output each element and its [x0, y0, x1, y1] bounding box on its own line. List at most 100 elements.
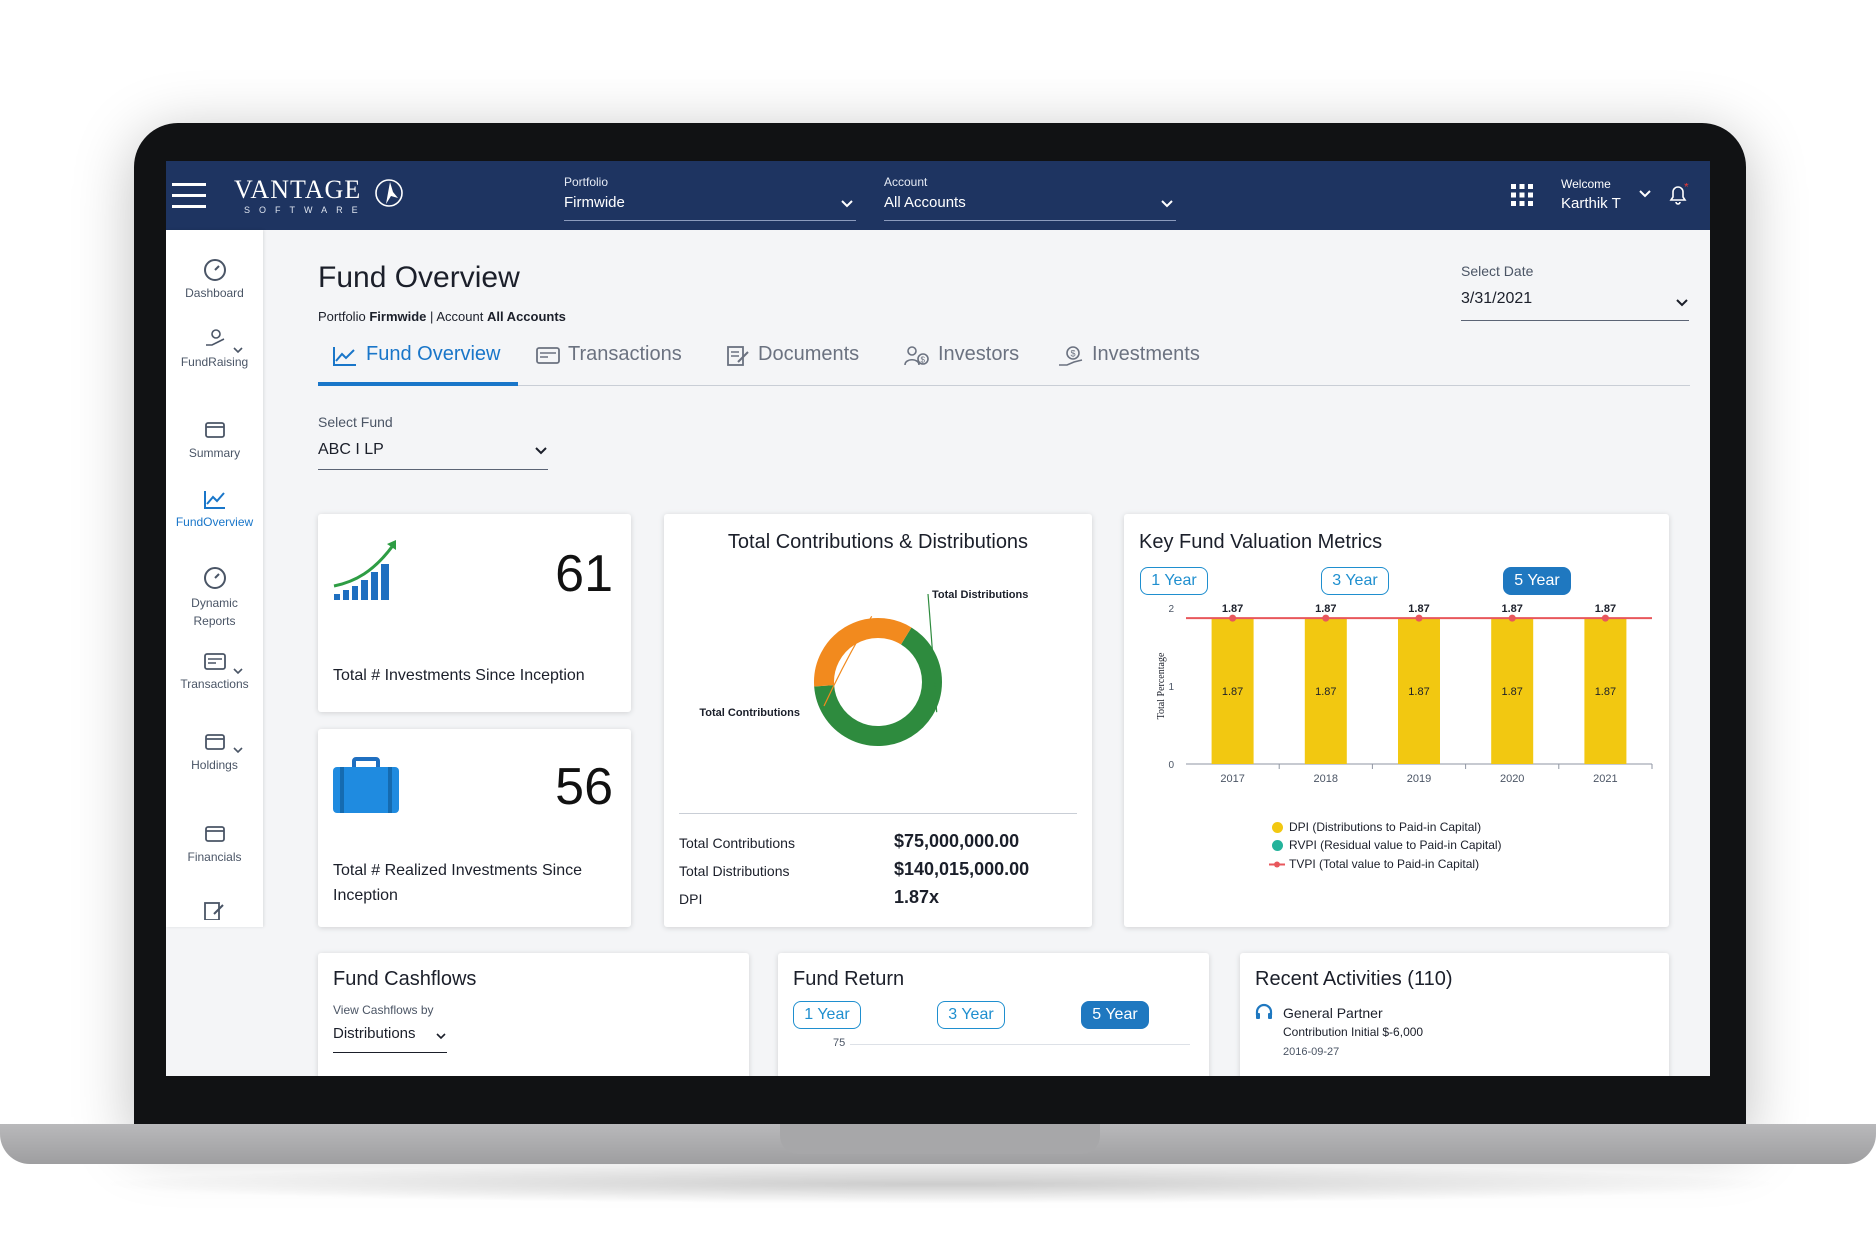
- sidebar-item-fundraising[interactable]: FundRaising: [166, 327, 263, 369]
- legend-label: RVPI (Residual value to Paid-in Capital): [1289, 838, 1502, 852]
- summary-value: $75,000,000.00: [894, 831, 1020, 851]
- bar-dpi[interactable]: [1211, 618, 1254, 764]
- sidebar-item-financials[interactable]: Financials: [166, 822, 263, 864]
- sidebar-item-dynamic-reports[interactable]: Dynamic Reports: [166, 566, 263, 630]
- chevron-down-icon[interactable]: [232, 665, 244, 677]
- tab-investors[interactable]: $ Investors: [904, 343, 1019, 386]
- chevron-down-icon: [436, 1033, 446, 1040]
- trend-chart-icon: [333, 347, 356, 366]
- summary-label: DPI: [679, 891, 703, 907]
- bar-value-label: 1.87: [1595, 686, 1616, 698]
- select-fund-value: ABC I LP: [318, 441, 384, 458]
- apps-grid-icon[interactable]: [1510, 183, 1534, 207]
- headset-icon: [1255, 1003, 1273, 1019]
- tvpi-point[interactable]: [1322, 614, 1330, 622]
- logo-subtitle: SOFTWARE: [244, 205, 367, 215]
- fund-cashflows-card: Fund Cashflows View Cashflows by Distrib…: [318, 953, 749, 1076]
- activity-date: 2016-09-27: [1283, 1046, 1340, 1058]
- donut-label: Total Distributions: [932, 589, 1028, 601]
- bar-dpi[interactable]: [1491, 618, 1534, 764]
- chevron-down-icon: [1676, 299, 1688, 307]
- chevron-down-icon[interactable]: [232, 744, 244, 756]
- contributions-donut-chart[interactable]: Total Distributions Total Contributions: [664, 574, 1092, 774]
- chevron-down-icon[interactable]: [1638, 187, 1652, 201]
- svg-text:$: $: [921, 356, 926, 365]
- legend-swatch: [1269, 861, 1285, 868]
- select-date-dropdown[interactable]: Select Date 3/31/2021: [1461, 263, 1689, 321]
- account-select[interactable]: Account All Accounts: [884, 175, 1176, 221]
- notification-bell-icon[interactable]: *: [1666, 183, 1690, 207]
- bar-dpi[interactable]: [1304, 618, 1347, 764]
- sidebar-item-summary[interactable]: Summary: [166, 418, 263, 460]
- x-tick-label: 2020: [1500, 773, 1524, 785]
- tab-investments[interactable]: $ Investments: [1058, 343, 1200, 386]
- period-3-year-button[interactable]: 3 Year: [937, 1001, 1005, 1029]
- tab-documents[interactable]: Documents: [726, 343, 859, 386]
- donut-slice[interactable]: [814, 618, 912, 687]
- kpi-card-realized: 56 Total # Realized Investments Since In…: [318, 729, 631, 927]
- sidebar-item-label: Financials: [187, 850, 242, 864]
- card-title: Recent Activities (110): [1255, 968, 1453, 990]
- period-3-year-button[interactable]: 3 Year: [1321, 567, 1389, 595]
- period-1-year-button[interactable]: 1 Year: [1140, 567, 1208, 595]
- page-title: Fund Overview: [318, 261, 520, 294]
- activity-title: General Partner: [1283, 1005, 1383, 1021]
- kpi-value: 61: [555, 545, 613, 603]
- gauge-icon: [203, 259, 226, 281]
- tvpi-value-label: 1.87: [1595, 603, 1616, 615]
- portfolio-value: Firmwide: [564, 194, 625, 211]
- sidebar-item-label: Dynamic: [191, 596, 238, 610]
- chevron-down-icon: [841, 200, 853, 208]
- app-screen: VANTAGE SOFTWARE Portfolio Firmwide Acco…: [166, 161, 1710, 1076]
- sidebar-item-dashboard[interactable]: Dashboard: [166, 258, 263, 300]
- section-tabs: Fund Overview Transactions Documents $ I…: [318, 343, 1690, 386]
- card-title: Fund Cashflows: [333, 968, 477, 990]
- trend-chart-icon: [203, 491, 225, 509]
- period-5-year-button[interactable]: 5 Year: [1081, 1001, 1149, 1029]
- chevron-down-icon[interactable]: [232, 344, 244, 356]
- sidebar-item-fundoverview[interactable]: FundOverview: [166, 487, 263, 529]
- x-tick-label: 2019: [1407, 773, 1431, 785]
- activity-item[interactable]: General Partner Contribution Initial $-6…: [1255, 1003, 1655, 1063]
- window-stack-icon: [204, 734, 225, 750]
- tvpi-point[interactable]: [1508, 614, 1516, 622]
- crumb-account-label: Account: [436, 309, 484, 324]
- edit-document-icon[interactable]: [202, 900, 226, 920]
- portfolio-label: Portfolio: [564, 175, 609, 189]
- period-1-year-button[interactable]: 1 Year: [793, 1001, 861, 1029]
- tvpi-point[interactable]: [1601, 614, 1609, 622]
- tab-transactions[interactable]: Transactions: [536, 343, 682, 386]
- card-icon: [536, 347, 560, 364]
- view-cashflows-select[interactable]: Distributions: [333, 1025, 447, 1053]
- window-stack-icon: [204, 826, 225, 842]
- summary-row: Total Distributions $140,015,000.00: [679, 859, 1079, 883]
- valuation-bar-chart[interactable]: 0 1 2 Total Percentage 1.87 2017 1.87 2018 1.87 2…: [1124, 600, 1669, 800]
- card-title: Fund Return: [793, 968, 905, 990]
- portfolio-select[interactable]: Portfolio Firmwide: [564, 175, 856, 221]
- sidebar-item-transactions[interactable]: Transactions: [166, 651, 263, 691]
- account-value: All Accounts: [884, 194, 966, 211]
- tvpi-point[interactable]: [1415, 614, 1423, 622]
- tab-label: Investments: [1092, 343, 1200, 365]
- sidebar-item-holdings[interactable]: Holdings: [166, 730, 263, 772]
- donut-slice[interactable]: [814, 627, 942, 746]
- tab-fund-overview[interactable]: Fund Overview: [318, 343, 518, 386]
- logo-wordmark: VANTAGE: [234, 175, 362, 204]
- summary-row: Total Contributions $75,000,000.00: [679, 831, 1079, 855]
- x-tick-label: 2018: [1314, 773, 1338, 785]
- bar-value-label: 1.87: [1408, 686, 1429, 698]
- bar-dpi[interactable]: [1584, 618, 1627, 764]
- kpi-label: Total # Investments Since Inception: [333, 667, 585, 684]
- vantage-logo[interactable]: VANTAGE SOFTWARE: [234, 175, 404, 219]
- money-hand-icon: $: [1059, 346, 1083, 366]
- x-tick-label: 2021: [1593, 773, 1617, 785]
- legend-swatch: [1272, 840, 1283, 851]
- user-welcome[interactable]: Welcome Karthik T: [1561, 177, 1621, 212]
- hamburger-menu-icon[interactable]: [172, 183, 206, 209]
- period-5-year-button[interactable]: 5 Year: [1503, 567, 1571, 595]
- select-fund-dropdown[interactable]: Select Fund ABC I LP: [318, 414, 548, 470]
- tvpi-point[interactable]: [1229, 614, 1237, 622]
- bar-dpi[interactable]: [1398, 618, 1440, 764]
- tvpi-value-label: 1.87: [1408, 603, 1429, 615]
- bar-value-label: 1.87: [1315, 686, 1336, 698]
